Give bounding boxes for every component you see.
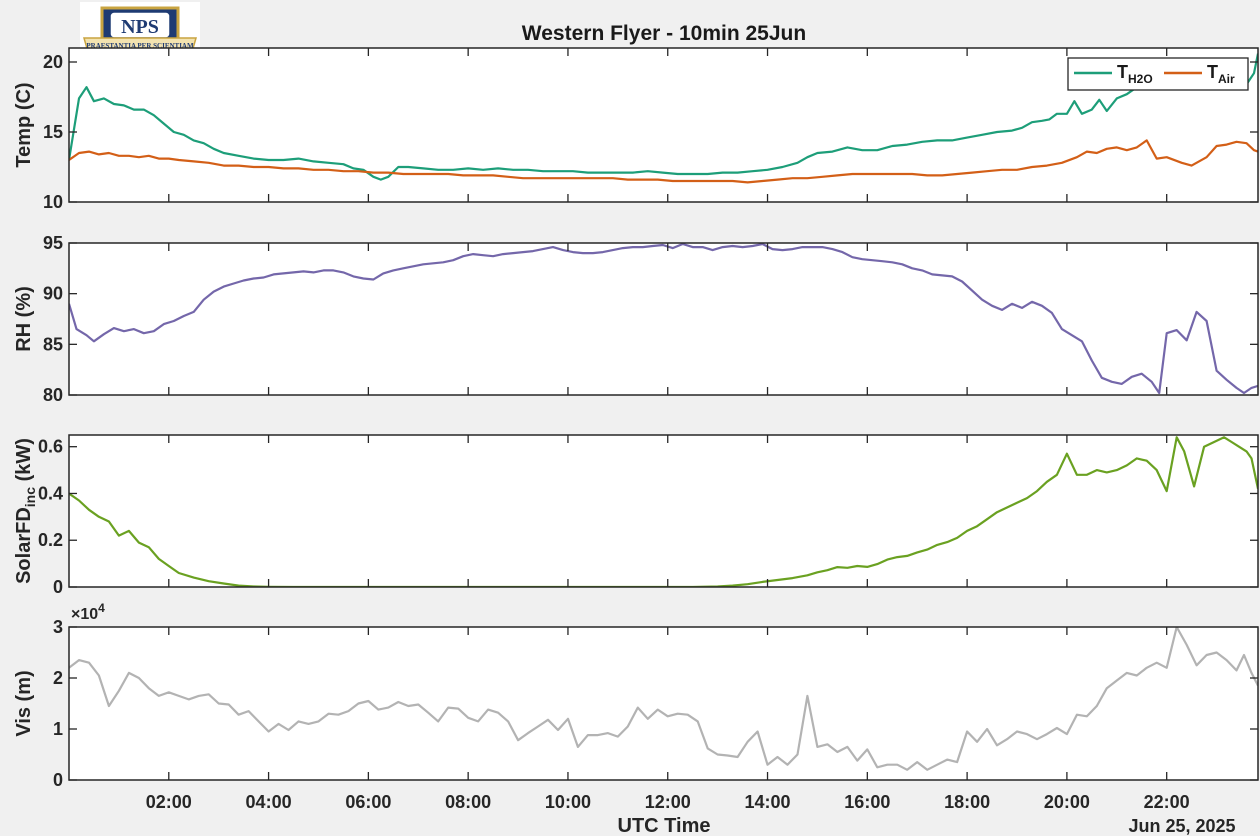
y-tick-label-vis-0: 0 [53, 770, 63, 790]
plot-area-temp [69, 48, 1258, 202]
nps-logo: NPS PRAESTANTIA PER SCIENTIAM [80, 2, 200, 84]
y-axis-label-solar: SolarFDinc (kW) [13, 438, 38, 584]
y-axis-label-vis: Vis (m) [13, 670, 35, 736]
panel-rh: 80 85 90 95 RH (%) [13, 233, 1259, 405]
series-line-temp-1 [69, 139, 1258, 184]
y-tick-label-temp-0: 10 [43, 192, 63, 212]
x-tick-label-7: 16:00 [844, 792, 890, 812]
plot-area-solar [69, 435, 1258, 587]
y-axis-label-rh: RH (%) [13, 286, 35, 352]
x-tick-label-10: 22:00 [1144, 792, 1190, 812]
y-tick-label-temp-1: 15 [43, 122, 63, 142]
y-axis-label-temp: Temp (C) [13, 82, 35, 167]
y-tick-label-solar-3: 0.6 [38, 437, 63, 457]
date-label: Jun 25, 2025 [1128, 816, 1235, 836]
y-tick-label-rh-2: 90 [43, 284, 63, 304]
x-tick-label-5: 12:00 [645, 792, 691, 812]
plot-area-vis [69, 627, 1258, 780]
y-tick-label-vis-2: 2 [53, 668, 63, 688]
axes-box-rh [68, 242, 1259, 396]
y-tick-label-rh-3: 95 [43, 233, 63, 253]
x-tick-label-9: 20:00 [1044, 792, 1090, 812]
axes-box-solar [68, 434, 1259, 588]
x-tick-label-1: 04:00 [246, 792, 292, 812]
chart-title: Western Flyer - 10min 25Jun [522, 22, 806, 45]
y-exponent-label: ×104 [71, 601, 105, 623]
series-line-vis-0 [69, 627, 1258, 771]
series-line-temp-0 [69, 53, 1258, 181]
y-tick-label-rh-1: 85 [43, 334, 63, 354]
y-tick-label-vis-3: 3 [53, 617, 63, 637]
y-tick-label-vis-1: 1 [53, 719, 63, 739]
y-tick-label-rh-0: 80 [43, 385, 63, 405]
panel-vis: 0 1 2 3 02:00 04:00 06:00 08:00 10:00 12:00 14:00 1… [13, 601, 1259, 812]
x-tick-label-8: 18:00 [944, 792, 990, 812]
y-tick-label-solar-2: 0.4 [38, 483, 63, 503]
logo-text: NPS [121, 16, 159, 38]
x-axis-label: UTC Time [618, 815, 711, 836]
plot-area-rh [69, 243, 1258, 395]
x-tick-label-6: 14:00 [745, 792, 791, 812]
legend: TH2O TAir [1067, 57, 1249, 91]
x-tick-label-2: 06:00 [345, 792, 391, 812]
x-tick-label-4: 10:00 [545, 792, 591, 812]
logo-motto: PRAESTANTIA PER SCIENTIAM [86, 42, 194, 50]
x-tick-label-0: 02:00 [146, 792, 192, 812]
x-tick-label-3: 08:00 [445, 792, 491, 812]
axes-box-vis [68, 626, 1259, 781]
axes-box-temp [68, 47, 1259, 203]
series-line-solar-0 [69, 436, 1258, 587]
y-tick-label-solar-0: 0 [53, 577, 63, 597]
y-tick-label-temp-2: 20 [43, 52, 63, 72]
y-tick-label-solar-1: 0.2 [38, 530, 63, 550]
panel-temp: 10 15 20 Temp (C) TH2O TAir [13, 47, 1259, 212]
